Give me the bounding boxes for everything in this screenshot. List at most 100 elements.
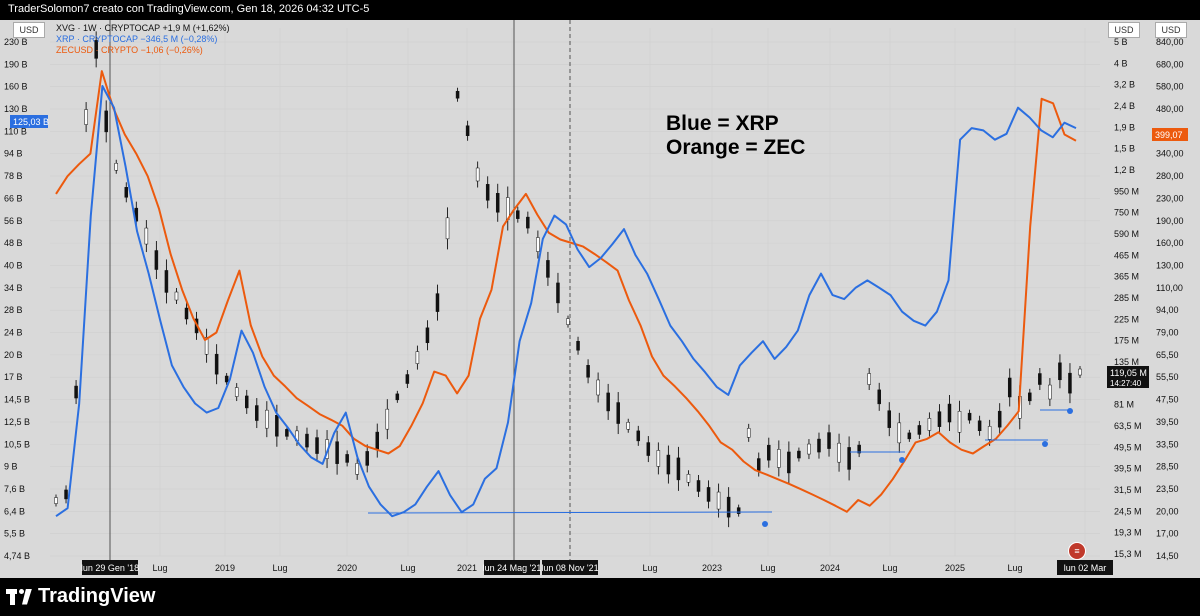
us-flag-icon[interactable]: ≡ (1068, 542, 1086, 560)
xvg-candle-body (977, 420, 982, 432)
time-tick-label: lun 08 Nov '21 (541, 563, 598, 573)
time-tick-label: Lug (400, 563, 415, 573)
xvg-candle-body (144, 227, 149, 245)
right2-tick-label: 23,50 (1156, 484, 1179, 494)
right2-current-label: 399,07 (1155, 130, 1183, 140)
series-legend: XVG · 1W · CRYPTOCAP +1,9 M (+1,62%) XRP… (56, 23, 230, 56)
xvg-candle-body (686, 473, 691, 483)
xvg-candle-body (626, 422, 630, 430)
right2-tick-label: 79,00 (1156, 328, 1179, 338)
right2-tick-label: 94,00 (1156, 305, 1179, 315)
right1-current-label: 119,05 M (1110, 368, 1147, 378)
annotation-line-1: Blue = XRP (666, 112, 779, 135)
time-tick-label: 2019 (215, 563, 235, 573)
xvg-candle-body (174, 291, 179, 301)
legend-xrp[interactable]: XRP · CRYPTOCAP −346,5 M (−0,28%) (56, 34, 218, 44)
xvg-candle-body (1078, 368, 1082, 376)
xvg-candle-body (104, 110, 108, 133)
tradingview-brand-text: TradingView (38, 585, 156, 607)
time-label-box (1057, 560, 1113, 575)
xvg-candle-body (827, 432, 831, 449)
price-chart[interactable]: 230 B 190 B 160 B 130 B 110 B 94 B 78 B 66 B 56 … (0, 0, 1200, 580)
left-tick-label: 20 B (4, 350, 23, 360)
tradingview-logo[interactable]: TradingView (6, 585, 155, 608)
time-label-box (82, 560, 138, 575)
left-tick-label: 24 B (4, 328, 23, 338)
xvg-candle-body (646, 442, 651, 456)
right-currency-button-1[interactable]: USD (1108, 22, 1140, 38)
xvg-candle-body (164, 270, 169, 293)
plot-area[interactable] (49, 20, 1105, 560)
left-tick-label: 10,5 B (4, 439, 30, 449)
xvg-candle-body (907, 432, 912, 440)
time-tick-label: 2025 (945, 563, 965, 573)
xvg-candle-body (204, 336, 209, 355)
right1-tick-label: 1,2 B (1114, 165, 1135, 175)
right2-tick-label: 580,00 (1156, 82, 1184, 92)
xvg-candle-body (526, 216, 530, 229)
right2-tick-label: 47,50 (1156, 395, 1179, 405)
xvg-candle-body (777, 449, 781, 468)
time-tick-label: Lug (272, 563, 287, 573)
xvg-candle-body (736, 507, 741, 514)
right1-tick-label: 465 M (1114, 250, 1139, 260)
time-label-box (484, 560, 540, 575)
left-tick-label: 4,74 B (4, 551, 30, 561)
right2-tick-label: 340,00 (1156, 149, 1184, 159)
left-currency-button[interactable]: USD (13, 22, 45, 38)
xvg-candle-body (475, 167, 480, 182)
right2-tick-label: 230,00 (1156, 193, 1184, 203)
right1-current-box (1107, 366, 1149, 388)
xvg-candle-body (706, 487, 711, 502)
xvg-candle-body (244, 395, 249, 409)
left-tick-label: 17 B (4, 372, 23, 382)
xvg-candle-body (275, 415, 279, 437)
right2-tick-label: 20,00 (1156, 506, 1179, 516)
right1-tick-label: 31,5 M (1114, 485, 1142, 495)
xvg-candle-body (767, 444, 771, 461)
time-tick-label: Lug (642, 563, 657, 573)
xvg-candle-body (375, 431, 380, 450)
xvg-candle-body (917, 425, 922, 435)
left-tick-label: 40 B (4, 260, 23, 270)
footer-bar (0, 580, 1200, 616)
left-tick-label: 34 B (4, 283, 23, 293)
left-tick-label: 6,4 B (4, 506, 25, 516)
xvg-candle-body (787, 451, 791, 474)
xvg-candle-body (867, 373, 871, 385)
xvg-candle-body (445, 217, 450, 240)
xvg-candle-body (1028, 392, 1032, 402)
xvg-candle-body (817, 438, 821, 453)
xvg-candle-body (596, 379, 600, 396)
color-annotation: Blue = XRP Orange = ZEC (666, 112, 805, 160)
right2-tick-label: 33,50 (1156, 439, 1179, 449)
right1-tick-label: 39,5 M (1114, 464, 1142, 474)
right1-tick-label: 81 M (1114, 400, 1134, 410)
left-tick-label: 66 B (4, 193, 23, 203)
xvg-candle-body (636, 430, 641, 442)
right1-tick-label: 750 M (1114, 208, 1139, 218)
left-current-label: 125,03 B (13, 117, 49, 127)
xvg-candle-body (616, 402, 620, 424)
xvg-candle-body (1007, 377, 1012, 398)
xvg-candle-body (184, 307, 189, 320)
left-tick-label: 190 B (4, 59, 28, 69)
right-currency-button-2[interactable]: USD (1155, 22, 1187, 38)
right-axis-bg (1105, 20, 1200, 560)
xvg-candle-body (696, 480, 701, 492)
xvg-candle-body (124, 187, 129, 198)
legend-zec[interactable]: ZECUSD · CRYPTO −1,06 (−0,26%) (56, 45, 203, 55)
xvg-candle-body (84, 109, 88, 125)
left-tick-label: 130 B (4, 104, 28, 114)
right2-tick-label: 480,00 (1156, 104, 1184, 114)
right1-tick-label: 5 B (1114, 37, 1128, 47)
legend-xvg[interactable]: XVG · 1W · CRYPTOCAP +1,9 M (+1,62%) (56, 23, 230, 33)
left-current-box (10, 115, 48, 128)
right1-tick-label: 24,5 M (1114, 506, 1142, 516)
xvg-candle-body (837, 442, 841, 463)
xvg-candle-body (1058, 362, 1062, 381)
xvg-candle-body (897, 422, 902, 444)
right1-current-time: 14:27:40 (1110, 379, 1142, 388)
left-axis-bg (0, 20, 49, 560)
